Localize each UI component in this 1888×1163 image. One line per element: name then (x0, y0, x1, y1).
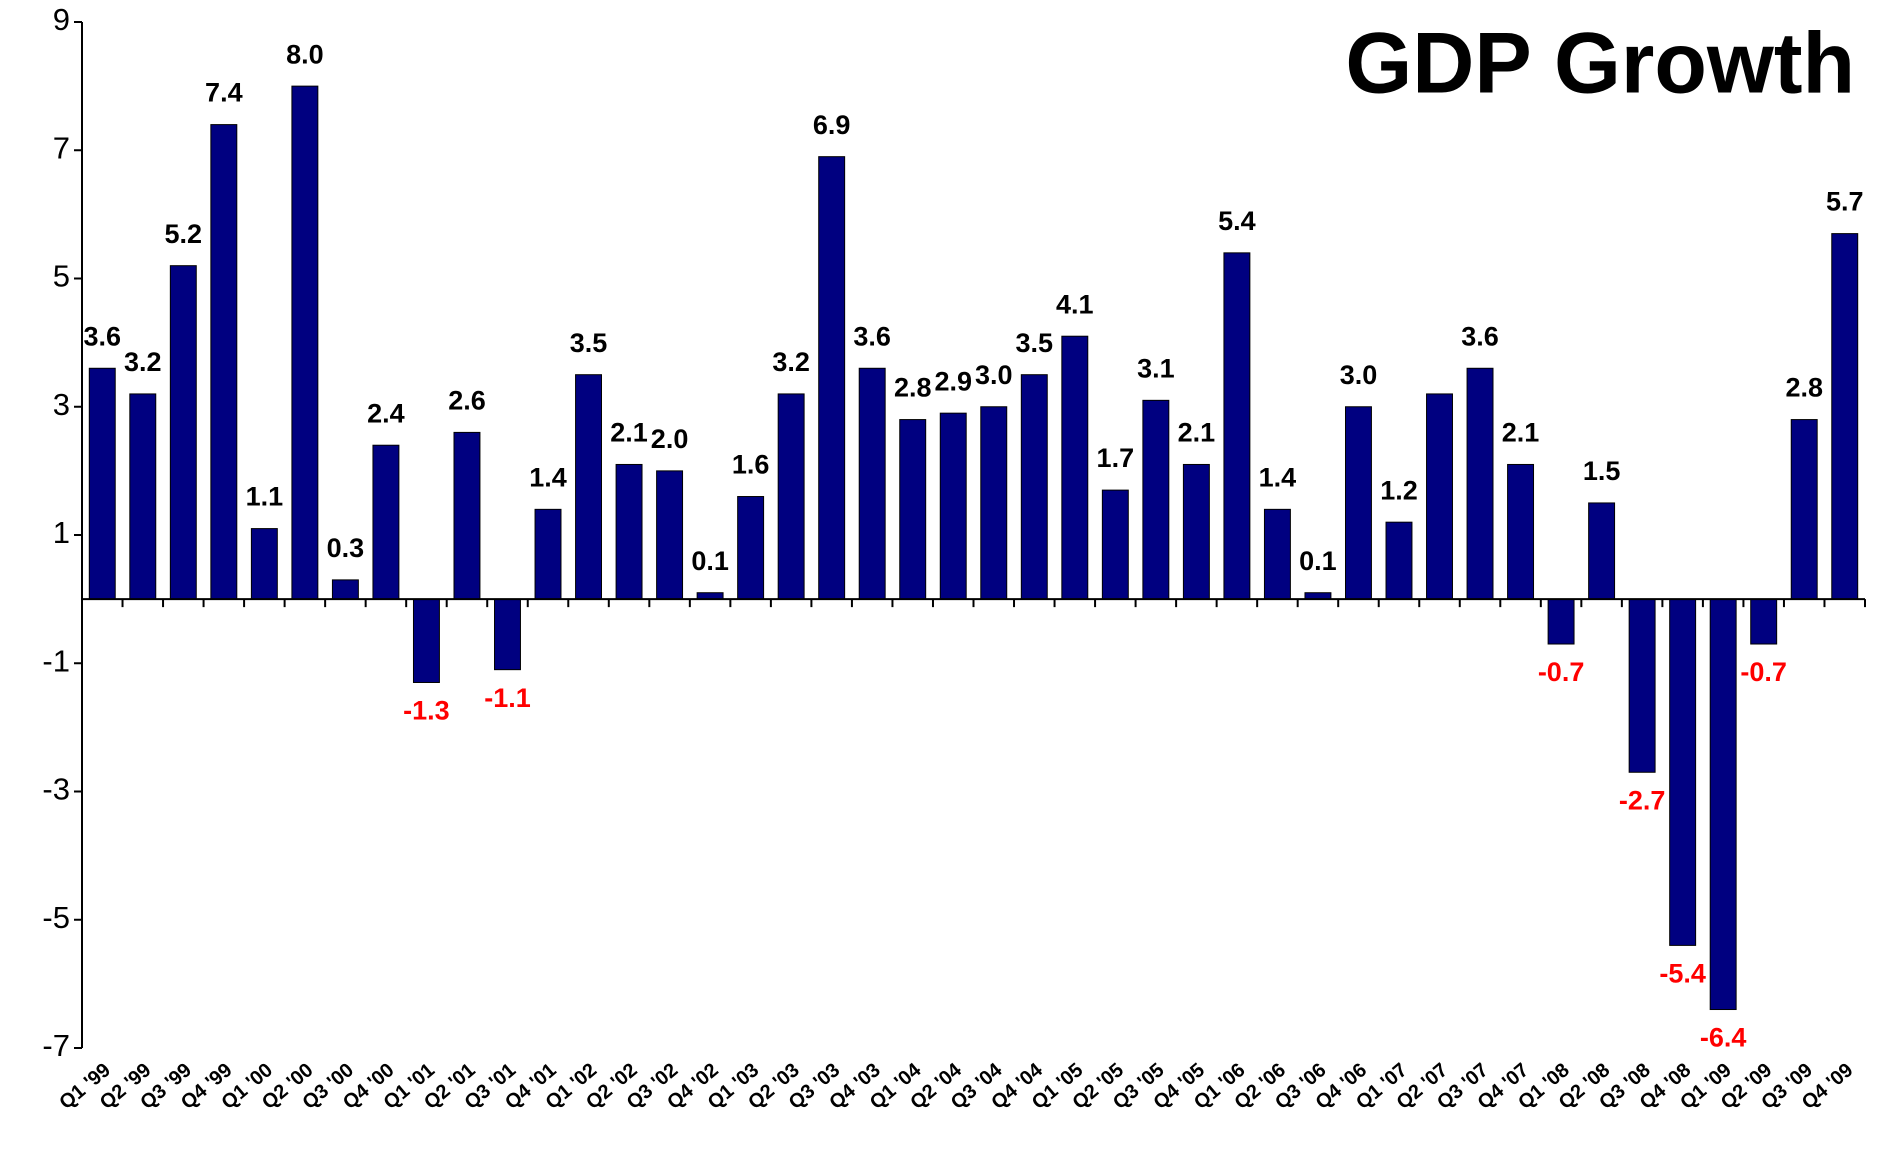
bar (88, 367, 116, 600)
value-label: 1.4 (1259, 462, 1297, 492)
value-label: 2.1 (1178, 418, 1216, 448)
value-label: 3.0 (1340, 360, 1378, 390)
y-tick-label: -3 (42, 772, 70, 807)
y-tick-label: 7 (53, 130, 70, 165)
bar (1223, 252, 1251, 600)
bar (534, 508, 562, 600)
value-label: 0.1 (691, 546, 729, 576)
value-label: 8.0 (286, 39, 324, 69)
value-label: 0.1 (1299, 546, 1337, 576)
value-label: 3.0 (975, 360, 1013, 390)
bar (250, 528, 278, 600)
bar (1385, 521, 1413, 600)
y-tick-label: -7 (42, 1028, 70, 1063)
bar (656, 470, 684, 600)
bar (372, 444, 400, 600)
bar (1669, 598, 1697, 946)
bar (1263, 508, 1291, 600)
value-label: -0.7 (1740, 657, 1787, 687)
bar (980, 406, 1008, 600)
bar (737, 496, 765, 600)
bar (615, 463, 643, 600)
bar (858, 367, 886, 600)
value-label: 2.9 (934, 366, 972, 396)
bar (1344, 406, 1372, 600)
value-label: 1.5 (1583, 456, 1621, 486)
y-tick-label: -1 (42, 643, 70, 678)
bar (1507, 463, 1535, 600)
value-label: -5.4 (1659, 959, 1706, 989)
value-label: 1.2 (1380, 475, 1418, 505)
value-label: 0.3 (327, 533, 365, 563)
value-label: 2.0 (651, 424, 689, 454)
value-label: 3.2 (124, 347, 162, 377)
value-label: 2.1 (1502, 418, 1540, 448)
bar (1709, 598, 1737, 1011)
bar (939, 412, 967, 600)
bar (494, 598, 521, 671)
bar (1426, 393, 1453, 600)
bar (575, 374, 603, 600)
value-label: 6.9 (813, 110, 851, 140)
bar (1061, 335, 1089, 600)
y-tick-label: 3 (53, 387, 70, 422)
bar (331, 579, 359, 600)
value-label: 1.7 (1097, 443, 1135, 473)
value-label: 1.4 (529, 462, 567, 492)
value-label: 2.1 (610, 418, 648, 448)
bar (1466, 367, 1494, 600)
bar (1547, 598, 1575, 645)
bar (1020, 374, 1048, 600)
value-label: 5.7 (1826, 187, 1864, 217)
bar (210, 124, 238, 600)
value-label: 3.6 (1461, 321, 1499, 351)
bar (1750, 598, 1778, 645)
value-label: 1.1 (246, 482, 284, 512)
value-label: 2.8 (1785, 373, 1823, 403)
bar (453, 431, 481, 600)
value-label: 3.6 (83, 321, 121, 351)
bar (412, 598, 440, 683)
bar (1831, 233, 1859, 600)
y-tick-label: 9 (53, 2, 70, 37)
bar (291, 85, 319, 600)
bar (169, 265, 197, 600)
bar (1101, 489, 1129, 600)
y-tick-label: 5 (53, 259, 70, 294)
value-label: 5.2 (165, 219, 203, 249)
bar (1588, 502, 1616, 600)
bar (1790, 419, 1818, 600)
value-label: 2.6 (448, 386, 486, 416)
value-label: 2.8 (894, 373, 932, 403)
value-label: -2.7 (1619, 785, 1666, 815)
value-label: -1.3 (403, 696, 450, 726)
value-label: -6.4 (1700, 1023, 1747, 1053)
y-tick-label: -5 (42, 900, 70, 935)
value-label: 3.6 (853, 321, 891, 351)
bar (899, 419, 927, 600)
value-label: -0.7 (1538, 657, 1585, 687)
y-tick-label: 1 (53, 515, 70, 550)
value-label: 3.5 (570, 328, 608, 358)
bar (1182, 463, 1210, 600)
value-label: 1.6 (732, 450, 770, 480)
value-label: 3.2 (772, 347, 810, 377)
value-label: 5.4 (1218, 206, 1256, 236)
chart-title: GDP Growth (1345, 16, 1855, 112)
bar (777, 393, 805, 600)
value-label: -1.1 (484, 683, 531, 713)
bar (1142, 399, 1170, 600)
bar (818, 156, 846, 600)
value-label: 3.5 (1016, 328, 1054, 358)
value-label: 4.1 (1056, 289, 1094, 319)
value-label: 2.4 (367, 398, 405, 428)
bar (1628, 598, 1656, 773)
value-label: 7.4 (205, 78, 243, 108)
value-label: 3.1 (1137, 353, 1175, 383)
bar (129, 393, 157, 600)
